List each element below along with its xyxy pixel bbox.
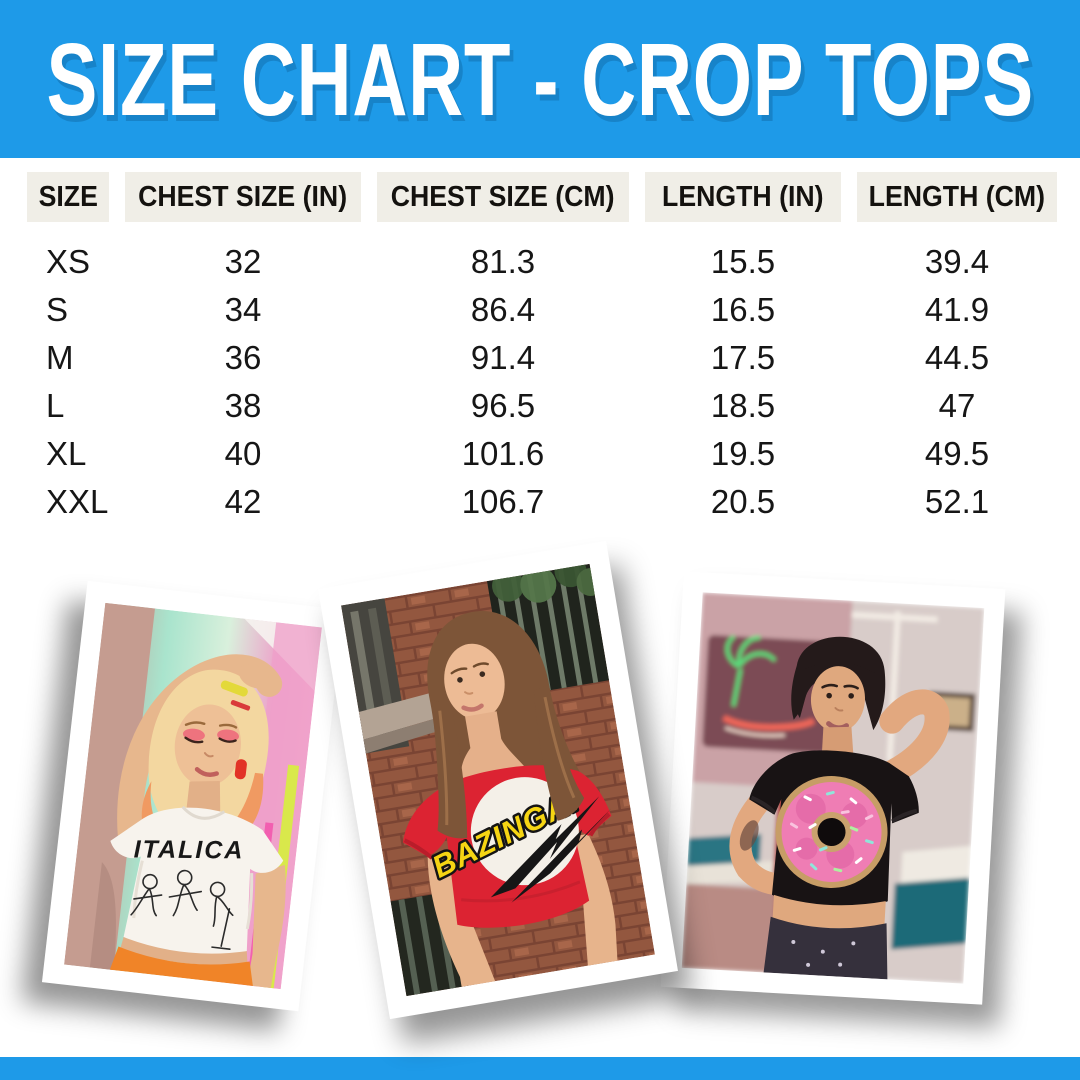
- length-cm-value: 41.9: [924, 291, 990, 328]
- patterned-skirt: [763, 916, 888, 980]
- column-header-chest-in-label: CHEST SIZE (IN): [138, 180, 348, 213]
- column-header-length-cm-label: LENGTH (CM): [868, 180, 1046, 213]
- donut-sprinkles: [789, 790, 874, 873]
- table-body: XS 32 81.3 15.5 39.4 S 34 86.4 16.5 41.9…: [27, 238, 1057, 526]
- table-header-row: SIZE CHEST SIZE (IN) CHEST SIZE (CM) LEN…: [27, 172, 1057, 222]
- white-crop-top: ITALICA: [110, 805, 286, 989]
- chest-cm-value: 91.4: [470, 339, 536, 376]
- photo-black-donut-crop-top: [660, 571, 1006, 1005]
- length-in-value: 15.5: [710, 243, 776, 280]
- column-header-chest-in: CHEST SIZE (IN): [125, 172, 361, 222]
- size-table: SIZE CHEST SIZE (IN) CHEST SIZE (CM) LEN…: [27, 172, 1057, 526]
- chest-cm-value: 101.6: [461, 435, 545, 472]
- header-banner: SIZE CHART - CROP TOPS: [0, 0, 1080, 158]
- band-doodle-print: [130, 869, 234, 950]
- red-neon-sign: [722, 715, 816, 731]
- chest-cm-value: 86.4: [470, 291, 536, 328]
- teal-bench: [891, 877, 970, 950]
- raised-arm: [878, 689, 950, 786]
- size-value: S: [46, 291, 69, 328]
- length-in-value: 16.5: [710, 291, 776, 328]
- bazinga-logo: BAZINGA!: [424, 777, 612, 903]
- length-in-value: 18.5: [710, 387, 776, 424]
- size-value: L: [46, 387, 65, 424]
- chest-in-value: 42: [224, 483, 262, 520]
- left-wall: [64, 602, 155, 971]
- column-header-size: SIZE: [27, 172, 109, 222]
- photo-1-scene: ITALICA: [64, 602, 322, 990]
- chest-in-value: 40: [224, 435, 262, 472]
- yellow-hair-clip: [220, 680, 248, 697]
- model-face: [793, 666, 884, 733]
- length-cm-value: 44.5: [924, 339, 990, 376]
- chest-in-value: 34: [224, 291, 262, 328]
- length-in-value: 19.5: [710, 435, 776, 472]
- chest-cm-value: 81.3: [470, 243, 536, 280]
- size-value: M: [46, 339, 74, 376]
- length-cm-value: 49.5: [924, 435, 990, 472]
- photo-red-bazinga-crop-top: BAZINGA!: [318, 540, 678, 1020]
- chest-in-value: 38: [224, 387, 262, 424]
- column-header-length-in-label: LENGTH (IN): [662, 180, 824, 213]
- palm-neon-sign: [725, 634, 777, 707]
- length-cm-value: 52.1: [924, 483, 990, 520]
- photo-3-scene: [681, 592, 985, 984]
- column-header-chest-cm: CHEST SIZE (CM): [377, 172, 629, 222]
- table-row: M 36 91.4 17.5 44.5: [27, 334, 1057, 382]
- bottom-accent-strip: [0, 1057, 1080, 1080]
- size-value: XL: [46, 435, 87, 472]
- table-row: XS 32 81.3 15.5 39.4: [27, 238, 1057, 286]
- length-in-value: 20.5: [710, 483, 776, 520]
- column-header-chest-cm-label: CHEST SIZE (CM): [391, 180, 615, 213]
- size-value: XS: [46, 243, 91, 280]
- forearm-tattoo: [739, 820, 759, 851]
- red-hair-clip: [230, 700, 251, 711]
- chest-cm-value: 96.5: [470, 387, 536, 424]
- diner-background: [681, 592, 985, 984]
- column-header-size-label: SIZE: [38, 180, 98, 213]
- column-header-length-in: LENGTH (IN): [645, 172, 841, 222]
- page-title: SIZE CHART - CROP TOPS: [46, 21, 1034, 137]
- table-row: S 34 86.4 16.5 41.9: [27, 286, 1057, 334]
- diner-table: [900, 845, 971, 884]
- model-face: [174, 704, 241, 787]
- length-cm-value: 39.4: [924, 243, 990, 280]
- white-neon-tube: [851, 611, 938, 762]
- length-cm-value: 47: [938, 387, 976, 424]
- size-value: XXL: [46, 483, 109, 520]
- red-earring: [234, 759, 247, 780]
- photo-white-italica-crop-top: ITALICA: [41, 580, 345, 1012]
- table-row: L 38 96.5 18.5 47: [27, 382, 1057, 430]
- photo-2-scene: BAZINGA!: [341, 563, 655, 997]
- donut-print: [775, 775, 888, 888]
- chest-in-value: 32: [224, 243, 262, 280]
- table-row: XL 40 101.6 19.5 49.5: [27, 430, 1057, 478]
- model-face: [444, 643, 505, 720]
- chest-cm-value: 106.7: [461, 483, 545, 520]
- chest-in-value: 36: [224, 339, 262, 376]
- orange-skirt: [109, 946, 253, 986]
- length-in-value: 17.5: [710, 339, 776, 376]
- italica-print-text: ITALICA: [134, 835, 245, 864]
- column-header-length-cm: LENGTH (CM): [857, 172, 1057, 222]
- table-row: XXL 42 106.7 20.5 52.1: [27, 478, 1057, 526]
